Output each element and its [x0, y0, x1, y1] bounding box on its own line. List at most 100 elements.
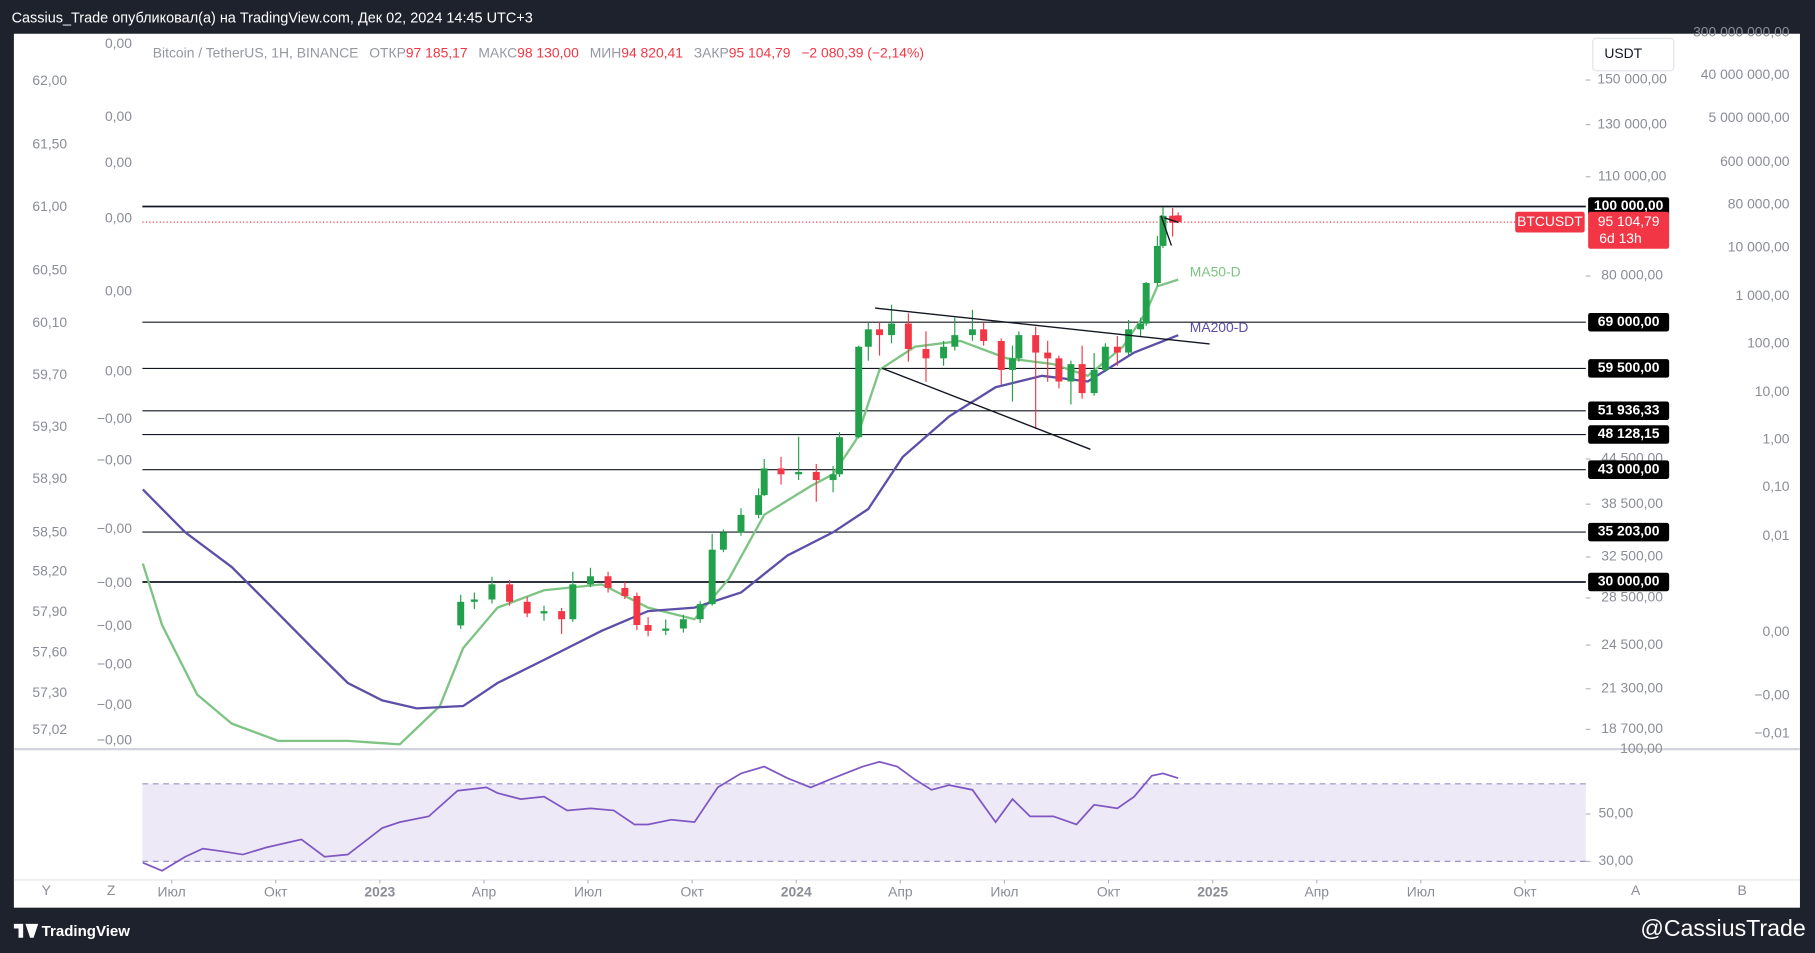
overlay-scale-label: 62,00 [32, 72, 67, 88]
overlay-scale-label: 10,00 [1755, 383, 1790, 399]
y-tick-label: 110 000,00 [1598, 167, 1667, 183]
level-label: 51 936,33 [1598, 401, 1660, 417]
overlay-scale-label: −0,00 [97, 655, 132, 671]
arrow-drawing [1160, 215, 1179, 246]
level-label: 30 000,00 [1598, 573, 1660, 589]
x-tick-label: Окт [680, 883, 704, 899]
candle-body [506, 584, 514, 602]
overlay-scale-label: 60,10 [32, 314, 67, 330]
rsi-tick-label: 30,00 [1599, 852, 1634, 868]
candle-body [968, 329, 976, 336]
x-tick-label: 2023 [364, 883, 395, 899]
scale-button[interactable]: A [1631, 882, 1641, 898]
y-tick-label: 24 500,00 [1601, 636, 1663, 652]
candle-body [1101, 346, 1109, 370]
level-label: 35 203,00 [1598, 523, 1660, 539]
level-label: 48 128,15 [1598, 425, 1660, 441]
candle-body [488, 584, 496, 600]
candle-body [940, 346, 948, 359]
legend-low: 94 820,41 [621, 44, 683, 60]
overlay-scale-label: 58,90 [32, 470, 67, 486]
overlay-scale-label: 300 000 000,00 [1693, 23, 1790, 39]
y-tick-label: 80 000,00 [1601, 267, 1663, 283]
last-price-label: 95 104,79 [1598, 213, 1660, 229]
candle-body [644, 625, 652, 631]
overlay-scale-label: 59,30 [32, 418, 67, 434]
x-tick-label: Окт [1513, 883, 1537, 899]
candle-body [922, 349, 930, 359]
candle-body [812, 471, 820, 481]
scale-button[interactable]: B [1737, 882, 1746, 898]
candle-body [864, 329, 872, 347]
overlay-scale-label: 80 000,00 [1728, 196, 1790, 212]
candle-body [1174, 215, 1182, 223]
candle-body [888, 323, 896, 336]
candle-body [457, 601, 465, 626]
level-box [1588, 460, 1670, 479]
currency-label[interactable]: USDT [1604, 45, 1642, 61]
footer-brand: TradingView [42, 923, 131, 940]
x-tick-label: Июл [158, 883, 186, 899]
candle-body [621, 587, 629, 596]
last-price-box [1588, 211, 1670, 249]
candle-body [1137, 323, 1145, 330]
overlay-scale-label: 0,00 [105, 362, 132, 378]
x-tick-label: Окт [1097, 883, 1121, 899]
currency-button[interactable] [1592, 37, 1675, 72]
range-button[interactable]: Z [107, 882, 116, 898]
candle-body [523, 601, 531, 614]
x-tick-label: Июл [574, 883, 602, 899]
rsi-line [142, 760, 1179, 872]
candle-body [760, 468, 768, 496]
legend-open-label: ОТКР [369, 44, 406, 60]
candle-body [1090, 369, 1098, 394]
overlay-scale-label: −0,01 [1754, 725, 1789, 741]
y-tick-label: 18 700,00 [1601, 720, 1663, 736]
overlay-scale-label: 59,70 [32, 366, 67, 382]
candle-body [855, 346, 863, 438]
candle-body [470, 599, 478, 602]
legend-open: 97 185,17 [406, 44, 468, 60]
overlay-scale-label: −0,00 [97, 452, 132, 468]
candle-body [1113, 346, 1121, 353]
candle-body [795, 471, 803, 475]
candle-body [558, 611, 566, 620]
overlay-scale-label: 0,10 [1763, 478, 1790, 494]
legend-high: 98 130,00 [517, 44, 579, 60]
overlay-scale-label: 57,30 [32, 684, 67, 700]
overlay-scale-label: 1 000,00 [1736, 287, 1790, 303]
overlay-scale-label: 0,00 [105, 35, 132, 51]
overlay-scale-label: 57,90 [32, 603, 67, 619]
overlay-scale-label: −0,00 [1754, 687, 1789, 703]
overlay-scale-label: −0,00 [97, 574, 132, 590]
legend-close: 95 104,79 [729, 44, 791, 60]
candle-body [904, 323, 912, 350]
level-label: 69 000,00 [1598, 313, 1660, 329]
overlay-scale-label: 0,00 [105, 210, 132, 226]
candle-body [662, 628, 670, 631]
y-tick-label: 28 500,00 [1601, 589, 1663, 605]
candle-body [708, 549, 716, 605]
ma-label: MA50-D [1190, 263, 1241, 279]
candle-body [604, 576, 612, 588]
y-tick-label: 38 500,00 [1601, 495, 1663, 511]
overlay-scale-label: 10 000,00 [1728, 239, 1790, 255]
overlay-scale-label: 0,00 [105, 154, 132, 170]
candle-body [1044, 352, 1052, 359]
x-tick-label: Апр [888, 883, 913, 899]
level-box [1588, 312, 1670, 332]
range-button[interactable]: Y [42, 882, 51, 898]
x-tick-label: 2024 [781, 883, 812, 899]
candle-body [719, 532, 727, 550]
candle-body [569, 584, 577, 620]
candle-body [586, 576, 594, 585]
tv-logo [13, 923, 39, 938]
overlay-scale-label: 0,00 [105, 108, 132, 124]
level-label: 43 000,00 [1598, 460, 1660, 476]
symbol-label: BTCUSDT [1517, 213, 1583, 229]
candle-body [777, 468, 785, 475]
candle-body [1008, 358, 1016, 370]
candle-body [1032, 335, 1040, 353]
overlay-scale-label: 600 000,00 [1720, 153, 1790, 169]
